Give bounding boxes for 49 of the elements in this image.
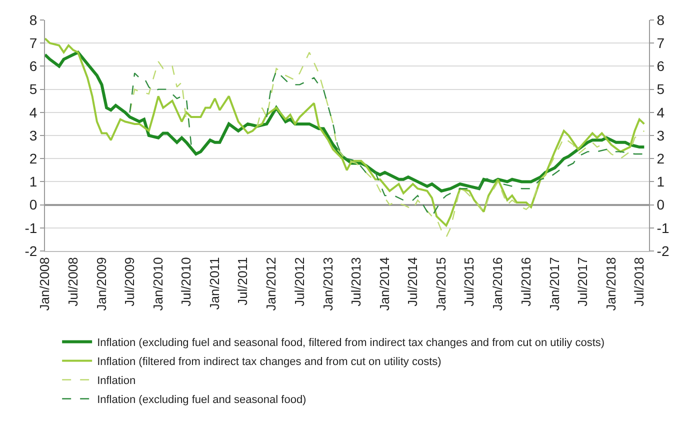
x-tick-label: Jul/2009 [122, 257, 138, 306]
y2-tick-label: 4 [656, 104, 665, 120]
y-tick-label: -1 [24, 220, 38, 236]
y2-tick-label: 6 [656, 58, 665, 74]
y2-tick-label: 8 [656, 12, 665, 28]
x-tick-label: Jul/2018 [632, 257, 647, 306]
y2-tick-label: 2 [656, 150, 665, 166]
legend-label: Inflation (excluding fuel and seasonal food, filtered from indirect tax changes and from cut on utiliy costs) [97, 337, 605, 350]
x-tick-label: Jul/2008 [65, 257, 80, 306]
y-tick-label: 5 [29, 81, 38, 98]
x-tick-label: Jan/2014 [377, 257, 392, 311]
x-tick-label: Jan/2011 [207, 257, 222, 310]
y2-tick-label: 0 [656, 196, 665, 213]
x-tick-label: Jan/2012 [264, 257, 279, 311]
x-tick-label: Jan/2008 [37, 257, 52, 311]
y2-tick-label: 7 [656, 35, 665, 51]
y2-tick-label: 1 [656, 174, 665, 190]
x-tick-label: Jan/2010 [150, 257, 166, 311]
y-tick-label: 8 [29, 12, 38, 28]
y-tick-label: 3 [29, 127, 38, 144]
x-tick-label: Jul/2014 [405, 257, 420, 306]
y-tick-label: -2 [24, 242, 38, 259]
y-tick-label: 4 [29, 104, 38, 120]
y2-tick-label: -1 [656, 220, 670, 236]
legend-label: Inflation (filtered from indirect tax changes and from cut on utility costs) [97, 356, 442, 368]
x-tick-label: Jan/2013 [320, 257, 336, 311]
y2-tick-label: -2 [656, 242, 670, 259]
y2-tick-label: 3 [656, 127, 665, 144]
x-tick-label: Jul/2011 [235, 257, 250, 306]
x-tick-label: Jan/2017 [546, 257, 562, 311]
legend-label: Inflation [97, 375, 136, 388]
x-tick-label: Jan/2016 [490, 257, 506, 311]
x-tick-label: Jul/2015 [462, 257, 477, 306]
legend-label: Inflation (excluding fuel and seasonal food) [97, 394, 306, 406]
x-tick-label: Jul/2016 [518, 257, 534, 306]
y2-tick-label: 5 [656, 81, 665, 98]
y-tick-label: 6 [29, 58, 38, 74]
x-tick-label: Jan/2018 [604, 257, 619, 311]
y-tick-label: 7 [29, 35, 38, 51]
x-tick-label: Jul/2017 [575, 257, 590, 306]
y-tick-label: 2 [29, 150, 38, 166]
x-tick-label: Jul/2012 [292, 257, 307, 306]
x-tick-label: Jul/2013 [348, 257, 364, 306]
x-tick-label: Jul/2010 [178, 257, 194, 306]
y-tick-label: 1 [29, 174, 38, 190]
y-tick-label: 0 [29, 196, 38, 213]
line-series [45, 37, 646, 227]
x-tick-label: Jan/2009 [94, 257, 109, 311]
x-tick-label: Jan/2015 [434, 257, 449, 311]
